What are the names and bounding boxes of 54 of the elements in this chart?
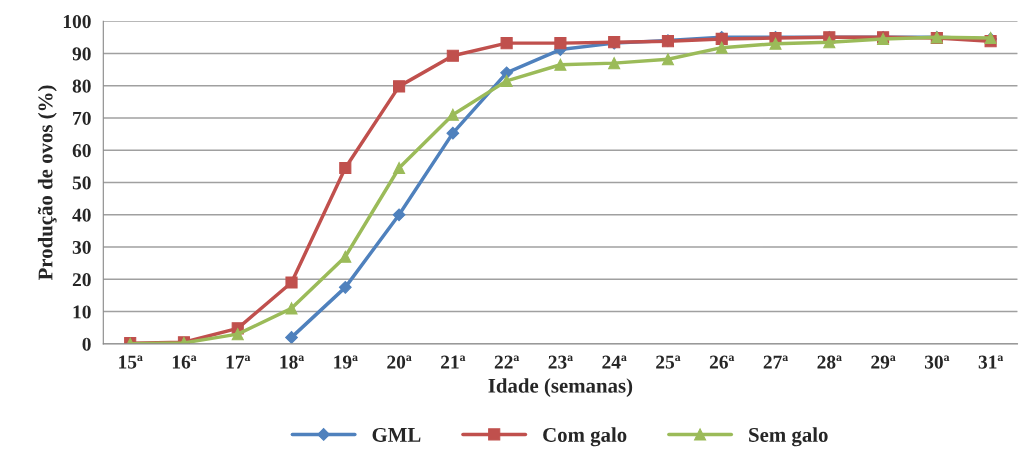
y-tick-label: 20	[72, 273, 91, 287]
point	[339, 161, 352, 175]
y-tick-label: 10	[73, 305, 91, 319]
y-tick-label: 80	[72, 79, 91, 93]
y-tick-label: 50	[72, 176, 91, 190]
y-tick-label: 30	[72, 240, 91, 254]
legend-label: GML	[372, 427, 421, 442]
x-tick-label: 31ª	[978, 355, 1004, 369]
x-tick-label: 23ª	[548, 355, 573, 369]
x-tick-label: 30ª	[924, 355, 950, 369]
point	[769, 37, 782, 50]
point	[446, 49, 459, 62]
x-tick-label: 20ª	[387, 355, 412, 369]
x-tick-label: 19ª	[334, 355, 358, 369]
point	[393, 161, 406, 175]
y-tick-label: 70	[73, 111, 91, 125]
point	[231, 328, 244, 341]
point	[338, 280, 352, 294]
point	[554, 58, 567, 71]
point	[500, 37, 513, 50]
y-tick-label: 100	[63, 15, 91, 29]
x-tick-label: 16ª	[172, 355, 197, 369]
y-tick-label: 0	[82, 337, 91, 351]
x-axis-title: Idade (semanas)	[488, 378, 633, 398]
x-tick-label: 18ª	[280, 355, 304, 369]
x-tick-label: 15ª	[119, 355, 143, 369]
y-axis-title: Produção de ovos (%)	[37, 85, 57, 281]
point	[285, 330, 298, 344]
point	[285, 276, 298, 289]
point	[446, 126, 460, 140]
legend-label: Sem galo	[749, 427, 828, 447]
point	[393, 80, 406, 93]
point	[608, 57, 621, 70]
y-tick-label: 40	[72, 208, 91, 222]
x-tick-label: 28ª	[817, 355, 842, 369]
y-tick-label: 90	[72, 47, 91, 61]
point	[285, 302, 298, 315]
point	[339, 250, 352, 263]
x-tick-label: 21ª	[441, 355, 466, 369]
y-tick-label: 60	[72, 144, 91, 158]
x-tick-label: 25ª	[656, 355, 681, 369]
point	[554, 37, 567, 50]
point	[392, 208, 406, 222]
x-tick-label: 24ª	[602, 355, 627, 369]
legend-label: Com galo	[543, 427, 627, 447]
x-tick-label: 26ª	[709, 355, 735, 369]
x-tick-label: 17ª	[226, 355, 251, 369]
point	[661, 53, 675, 66]
point	[715, 41, 728, 54]
x-tick-label: 22ª	[494, 355, 520, 369]
point	[500, 74, 513, 87]
x-tick-label: 29ª	[871, 355, 896, 369]
x-tick-label: 27ª	[763, 355, 788, 369]
point	[823, 36, 836, 49]
